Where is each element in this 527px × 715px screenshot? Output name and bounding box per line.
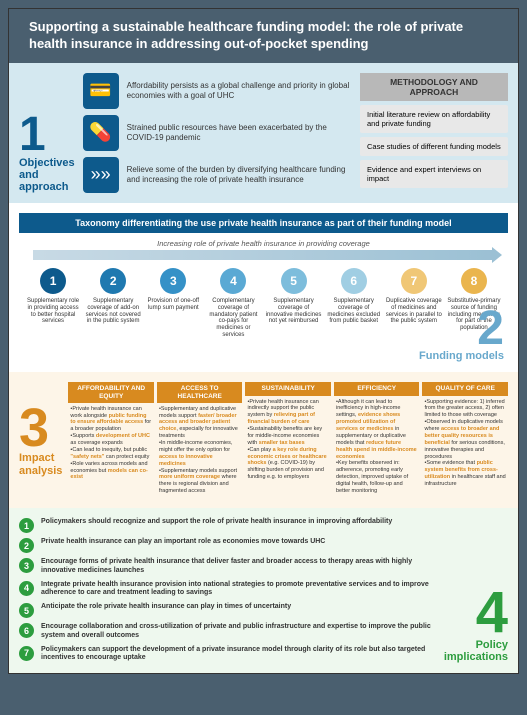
policy-row: 4 Integrate private health insurance prov… — [19, 581, 436, 599]
col-head: QUALITY OF CARE — [422, 382, 508, 395]
impact-column: SUSTAINABILITY•Private health insurance … — [245, 382, 331, 498]
model-number-circle: 8 — [461, 268, 487, 294]
col-head: EFFICIENCY — [334, 382, 420, 395]
col-body: •Private health insurance can work along… — [68, 403, 154, 485]
policy-number: 5 — [19, 603, 34, 618]
policy-row: 3 Encourage forms of private health insur… — [19, 558, 436, 576]
policy-number: 4 — [19, 581, 34, 596]
model-cell: 4 Complementary coverage of mandatory pat… — [203, 268, 263, 339]
section-objectives: 1 Objectives and approach 💳 Affordability… — [9, 63, 518, 203]
policy-text: Private health insurance can play an imp… — [41, 538, 325, 547]
objective-row: »» Relieve some of the burden by diversif… — [83, 157, 352, 193]
policy-number: 7 — [19, 646, 34, 661]
policy-text: Integrate private health insurance provi… — [41, 581, 436, 599]
col-head: AFFORDABILITY AND EQUITY — [68, 382, 154, 402]
page-title: Supporting a sustainable healthcare fund… — [9, 9, 518, 63]
objective-icon: »» — [83, 157, 119, 193]
section-4-label: 4 Policy implications — [444, 518, 508, 663]
gradient-arrow — [33, 250, 494, 260]
policy-text: Encourage collaboration and cross-utiliz… — [41, 623, 436, 641]
objective-icon: 💳 — [83, 73, 119, 109]
section-name: Objectives and approach — [19, 157, 75, 193]
model-number-circle: 2 — [100, 268, 126, 294]
col-body: •Private health insurance can indirectly… — [245, 396, 331, 485]
policy-list: 1 Policymakers should recognize and suppo… — [19, 518, 436, 663]
policy-text: Policymakers can support the development… — [41, 646, 436, 664]
infographic-page: { "title":"Supporting a sustainable heal… — [8, 8, 519, 674]
objectives-list: 💳 Affordability persists as a global chal… — [83, 73, 352, 193]
policy-number: 1 — [19, 518, 34, 533]
policy-number: 6 — [19, 623, 34, 638]
col-head: SUSTAINABILITY — [245, 382, 331, 395]
section-3-label: 3 Impact analysis — [19, 382, 62, 498]
section-impact: 3 Impact analysis AFFORDABILITY AND EQUI… — [9, 372, 518, 508]
impact-columns: AFFORDABILITY AND EQUITY•Private health … — [68, 382, 508, 498]
section-number: 2 — [419, 307, 504, 350]
model-cell: 2 Supplementary coverage of add-on servic… — [83, 268, 143, 339]
policy-row: 5 Anticipate the role private health insu… — [19, 603, 436, 618]
impact-column: EFFICIENCY•Although it can lead to ineff… — [334, 382, 420, 498]
model-number-circle: 4 — [220, 268, 246, 294]
section-number: 1 — [19, 113, 46, 156]
policy-text: Anticipate the role private health insur… — [41, 603, 291, 612]
section-name: Impact analysis — [19, 452, 62, 476]
section-funding-models: Taxonomy differentiating the use private… — [9, 203, 518, 373]
model-cell: 6 Supplementary coverage of medicines exc… — [324, 268, 384, 339]
model-desc: Supplementary role in providing access t… — [25, 298, 81, 326]
policy-row: 2 Private health insurance can play an im… — [19, 538, 436, 553]
section-name: Funding models — [419, 350, 504, 362]
impact-column: AFFORDABILITY AND EQUITY•Private health … — [68, 382, 154, 498]
col-head: ACCESS TO HEALTHCARE — [157, 382, 243, 402]
model-desc: Supplementary coverage of add-on service… — [85, 298, 141, 326]
model-desc: Supplementary coverage of medicines excl… — [326, 298, 382, 326]
policy-row: 7 Policymakers can support the developmen… — [19, 646, 436, 664]
methodology-item: Case studies of different funding models — [360, 137, 508, 156]
section-name: Policy implications — [444, 639, 508, 663]
methodology-item: Initial literature review on affordabili… — [360, 105, 508, 133]
model-number-circle: 6 — [341, 268, 367, 294]
policy-row: 1 Policymakers should recognize and suppo… — [19, 518, 436, 533]
model-number-circle: 5 — [281, 268, 307, 294]
policy-number: 2 — [19, 538, 34, 553]
methodology-head: METHODOLOGY AND APPROACH — [360, 73, 508, 101]
objective-text: Strained public resources have been exac… — [127, 123, 352, 143]
objective-row: 💳 Affordability persists as a global chal… — [83, 73, 352, 109]
model-cell: 5 Supplementary coverage of innovative me… — [264, 268, 324, 339]
arrow-label: Increasing role of private health insura… — [19, 239, 508, 248]
model-number-circle: 7 — [401, 268, 427, 294]
col-body: •Supplementary and duplicative models su… — [157, 403, 243, 498]
objective-text: Affordability persists as a global chall… — [127, 81, 352, 101]
impact-column: ACCESS TO HEALTHCARE•Supplementary and d… — [157, 382, 243, 498]
model-number-circle: 3 — [160, 268, 186, 294]
model-cell: 3 Provision of one-off lump sum payment — [143, 268, 203, 339]
policy-text: Encourage forms of private health insura… — [41, 558, 436, 576]
col-body: •Although it can lead to inefficiency in… — [334, 396, 420, 498]
objective-icon: 💊 — [83, 115, 119, 151]
model-desc: Provision of one-off lump sum payment — [145, 298, 201, 312]
objective-text: Relieve some of the burden by diversifyi… — [127, 165, 352, 185]
policy-text: Policymakers should recognize and suppor… — [41, 518, 392, 527]
section-number: 3 — [19, 404, 62, 453]
policy-row: 6 Encourage collaboration and cross-utili… — [19, 623, 436, 641]
policy-number: 3 — [19, 558, 34, 573]
col-body: •Supporting evidence: 1) inferred from t… — [422, 396, 508, 491]
model-number-circle: 1 — [40, 268, 66, 294]
model-desc: Complementary coverage of mandatory pati… — [205, 298, 261, 339]
objective-row: 💊 Strained public resources have been exa… — [83, 115, 352, 151]
section-1-label: 1 Objectives and approach — [19, 73, 75, 193]
taxonomy-heading: Taxonomy differentiating the use private… — [19, 213, 508, 233]
methodology-box: METHODOLOGY AND APPROACH Initial literat… — [360, 73, 508, 193]
impact-column: QUALITY OF CARE•Supporting evidence: 1) … — [422, 382, 508, 498]
model-cell: 1 Supplementary role in providing access … — [23, 268, 83, 339]
section-number: 4 — [476, 587, 508, 639]
model-desc: Supplementary coverage of innovative med… — [266, 298, 322, 326]
methodology-item: Evidence and expert interviews on impact — [360, 160, 508, 188]
section-policy: 1 Policymakers should recognize and suppo… — [9, 508, 518, 673]
